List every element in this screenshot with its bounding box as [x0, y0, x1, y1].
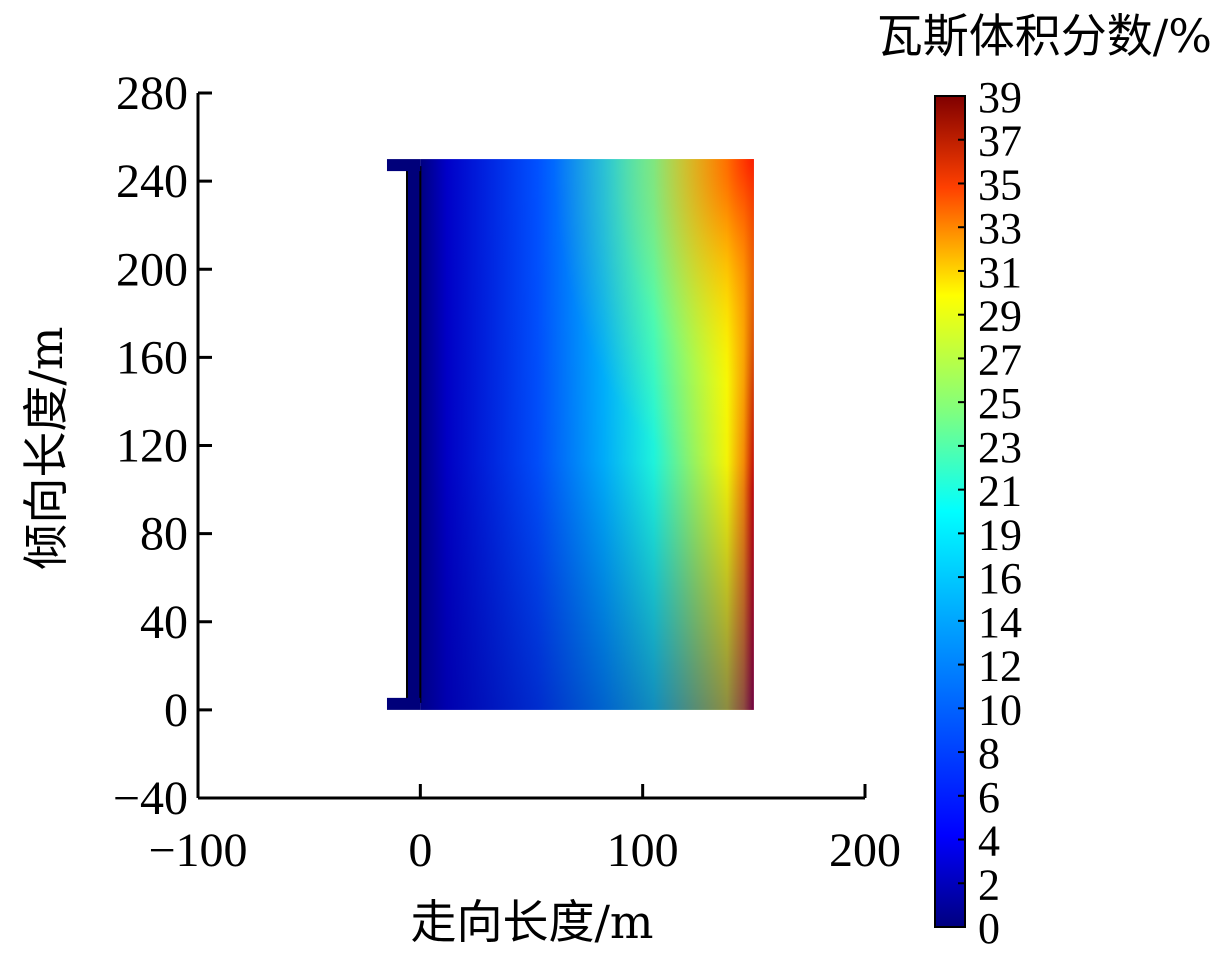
- y-axis-title: 倾向长度/m: [19, 326, 73, 569]
- colorbar-tick-label: 10: [978, 685, 1022, 734]
- colorbar-tick-label: 29: [978, 292, 1022, 341]
- x-tick-label: −100: [148, 824, 247, 877]
- colorbar-gradient: [934, 95, 966, 928]
- x-axis-title: 走向长度/m: [410, 895, 653, 949]
- x-ticks: −100 0 100 200: [148, 784, 901, 877]
- y-tick-label: 120: [116, 420, 188, 473]
- y-tick-label: 40: [140, 596, 188, 649]
- y-tick-label: 200: [116, 243, 188, 296]
- roadway-top-stub: [386, 159, 421, 172]
- chart-axes: −40 0 40 80 120 160 200 240 280 −100 0 100 200: [113, 67, 901, 877]
- y-tick-label: −40: [113, 772, 188, 825]
- y-tick-label: 160: [116, 331, 188, 384]
- colorbar-tick-label: 37: [978, 117, 1022, 166]
- colorbar-tick-label: 4: [978, 817, 1000, 866]
- roadway-bottom-stub: [386, 697, 421, 710]
- colorbar-tick-label: 16: [978, 554, 1022, 603]
- colorbar-tick-label: 27: [978, 335, 1022, 384]
- y-tick-label: 280: [116, 67, 188, 120]
- colorbar-tick-label: 19: [978, 510, 1022, 559]
- colorbar-tick-label: 31: [978, 248, 1022, 297]
- colorbar-tick-label: 6: [978, 773, 1000, 822]
- colorbar-tick-label: 0: [978, 904, 1000, 953]
- colorbar-tick-label: 21: [978, 467, 1022, 516]
- x-tick-label: 100: [607, 824, 679, 877]
- y-ticks: −40 0 40 80 120 160 200 240 280: [113, 67, 212, 825]
- colorbar-tick-label: 12: [978, 642, 1022, 691]
- colorbar-tick-label: 39: [978, 73, 1022, 122]
- y-tick-label: 240: [116, 155, 188, 208]
- y-tick-label: 80: [140, 508, 188, 561]
- roadway-strip: [405, 166, 422, 703]
- colorbar-tick-label: 14: [978, 598, 1022, 647]
- x-tick-label: 200: [829, 824, 901, 877]
- y-tick-label: 0: [164, 684, 188, 737]
- colorbar-tick-label: 33: [978, 204, 1022, 253]
- heatmap-hot-corner: [420, 159, 754, 710]
- x-tick-label: 0: [408, 824, 432, 877]
- colorbar-tick-label: 23: [978, 423, 1022, 472]
- gas-fraction-heatmap: [386, 159, 754, 710]
- colorbar-tick-label: 25: [978, 379, 1022, 428]
- colorbar-tick-label: 8: [978, 729, 1000, 778]
- colorbar-title: 瓦斯体积分数/%: [877, 9, 1212, 63]
- colorbar-tick-label: 35: [978, 160, 1022, 209]
- colorbar-tick-label: 2: [978, 860, 1000, 909]
